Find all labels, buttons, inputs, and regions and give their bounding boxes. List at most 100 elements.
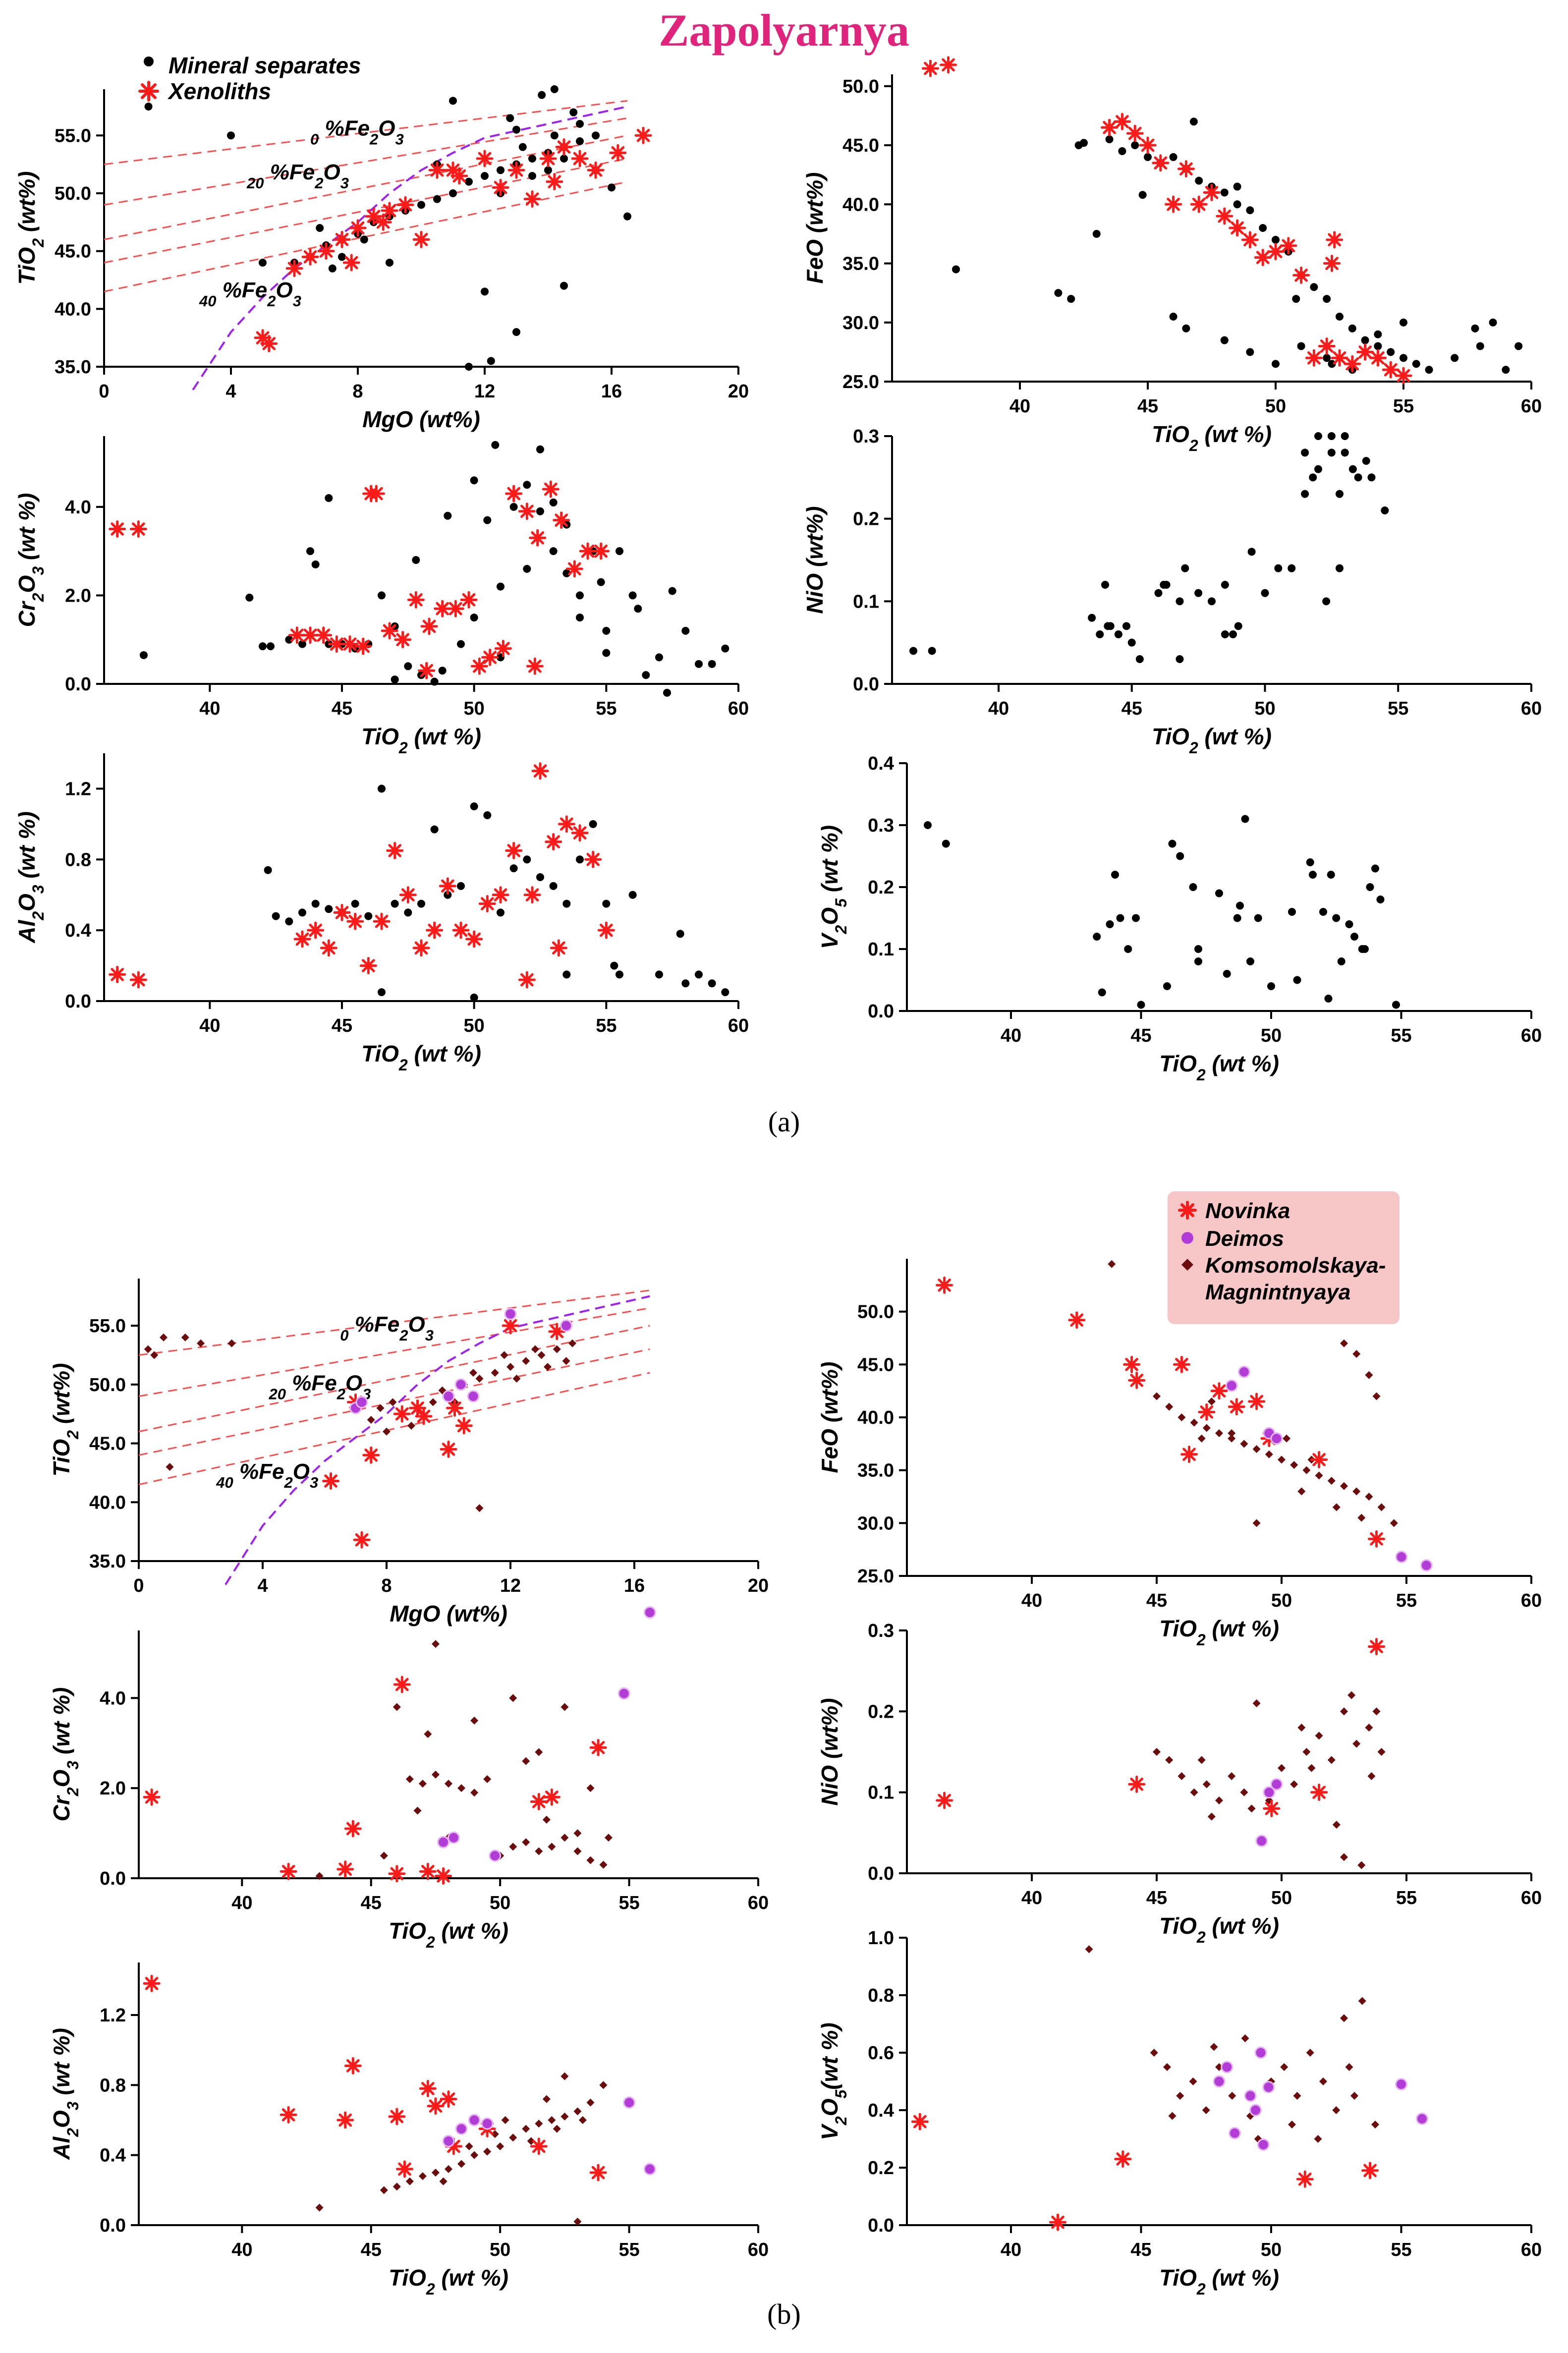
chart-b1-x-tick-label: 0 bbox=[133, 1575, 144, 1596]
chart-a4-point bbox=[1194, 589, 1203, 597]
chart-b1-point bbox=[504, 1307, 517, 1320]
chart-a3-point bbox=[298, 640, 306, 648]
chart-a5-point bbox=[359, 957, 377, 975]
chart-a4-x-tick-label: 40 bbox=[988, 698, 1009, 719]
chart-b3-series-komsomolskaya bbox=[315, 1640, 613, 1880]
chart-b1-point bbox=[150, 1351, 159, 1359]
chart-a3-point bbox=[460, 591, 478, 609]
chart-a1-point bbox=[374, 213, 392, 231]
chart-b2-y-tick-label: 45.0 bbox=[857, 1354, 894, 1375]
chart-a3-series-xenolith bbox=[109, 480, 610, 679]
chart-a2: 40 45 50 55 60 25.0 30.0 35.0 40.0 45.0 50.0 TiO2 (… bbox=[802, 56, 1542, 454]
chart-b5-x-tick-label: 50 bbox=[490, 2240, 510, 2260]
chart-b3-point bbox=[535, 1748, 543, 1756]
chart-a3-point bbox=[306, 547, 314, 556]
chart-a2-point bbox=[1489, 318, 1497, 327]
chart-a5-point bbox=[478, 895, 496, 913]
chart-a1-point bbox=[481, 172, 489, 180]
chart-b5-point bbox=[599, 2081, 608, 2089]
chart-b3-y-tick-label: 0.0 bbox=[100, 1868, 126, 1889]
legend-b-komsomolskaya-label-2: Magnintnyaya bbox=[1205, 1280, 1350, 1304]
chart-a4-point bbox=[1309, 473, 1317, 482]
chart-a1-point bbox=[360, 235, 368, 244]
chart-b6-point bbox=[1288, 2121, 1296, 2129]
chart-a4-point bbox=[1314, 432, 1322, 440]
chart-b1-point bbox=[197, 1339, 205, 1347]
chart-b5-series-novinka bbox=[143, 1974, 607, 2182]
chart-a6-y-tick-label: 0.4 bbox=[868, 753, 894, 774]
chart-a5-point bbox=[470, 993, 478, 1002]
chart-a5-point bbox=[545, 833, 562, 851]
chart-b6-series-komsomolskaya bbox=[1085, 1945, 1379, 2143]
chart-b5-point bbox=[542, 2095, 551, 2103]
chart-b6-point bbox=[1189, 2077, 1197, 2085]
chart-a2-point bbox=[1323, 295, 1331, 303]
chart-a1-x-tick-label: 20 bbox=[728, 381, 749, 402]
chart-a2-series-xenolith bbox=[921, 56, 1412, 385]
chart-a4-point bbox=[1301, 490, 1309, 498]
chart-b3-point bbox=[447, 1831, 460, 1844]
chart-a2-point bbox=[1331, 349, 1348, 367]
chart-a6-y-tick-label: 0.1 bbox=[868, 939, 894, 960]
chart-b2-point bbox=[1240, 1440, 1248, 1448]
chart-a4-y-tick-label: 0.1 bbox=[853, 591, 879, 612]
chart-a3-point bbox=[616, 547, 623, 556]
chart-a3-point bbox=[325, 494, 333, 502]
chart-a1-point bbox=[507, 161, 525, 179]
chart-b2-point bbox=[1390, 1519, 1398, 1527]
chart-a1-point bbox=[144, 103, 153, 111]
chart-b5-point bbox=[427, 2097, 445, 2115]
chart-b5-y-tick-label: 0.0 bbox=[100, 2215, 126, 2236]
chart-a5-point bbox=[444, 891, 452, 899]
chart-a4-point bbox=[1314, 465, 1322, 473]
chart-a5-point bbox=[412, 939, 430, 957]
chart-a3-x-tick-label: 50 bbox=[464, 698, 485, 719]
chart-a5-point bbox=[681, 979, 690, 988]
chart-a5-point bbox=[549, 882, 558, 890]
chart-a1-point bbox=[539, 150, 557, 168]
chart-b4-y-label: NiO (wt%) bbox=[817, 1698, 842, 1805]
chart-b1-y-label: TiO2 (wt%) bbox=[49, 1363, 82, 1476]
chart-b5-point bbox=[380, 2186, 388, 2194]
chart-a2-point bbox=[1169, 153, 1177, 161]
chart-a4-point bbox=[1327, 448, 1336, 457]
chart-b1-point bbox=[455, 1417, 473, 1435]
chart-b6-x-tick-label: 40 bbox=[1001, 2240, 1021, 2260]
chart-a4: 40 45 50 55 60 0.0 0.1 0.2 0.3 TiO2 (wt %) NiO (wt… bbox=[802, 426, 1542, 757]
chart-a6-point bbox=[1337, 957, 1345, 965]
chart-b6-y-tick-label: 0.8 bbox=[868, 1985, 894, 2006]
chart-a3-x-tick-label: 40 bbox=[199, 698, 220, 719]
chart-b6-point bbox=[1163, 2063, 1171, 2071]
chart-b4-point bbox=[1367, 1772, 1376, 1780]
chart-b6-point bbox=[1306, 2049, 1314, 2057]
chart-a3-point bbox=[470, 476, 478, 485]
chart-b3-point bbox=[509, 1843, 517, 1851]
chart-a5-point bbox=[550, 939, 567, 957]
chart-b3-point bbox=[522, 1838, 530, 1847]
chart-a3-point bbox=[407, 591, 425, 609]
chart-a1-point bbox=[396, 196, 414, 214]
chart-a4-point bbox=[1127, 638, 1136, 647]
chart-a3-y-tick-label: 2.0 bbox=[65, 585, 91, 606]
chart-b3-point bbox=[457, 1784, 466, 1793]
chart-b2-y-tick-label: 30.0 bbox=[857, 1513, 894, 1534]
chart-b1-point bbox=[548, 1323, 566, 1341]
chart-a5-point bbox=[589, 820, 597, 828]
chart-a3-point bbox=[481, 648, 499, 666]
chart-a5-point bbox=[523, 886, 541, 904]
chart-a5-point bbox=[109, 965, 126, 983]
legend-b-komsomolskaya-label-1: Komsomolskaya- bbox=[1205, 1253, 1386, 1278]
chart-b4-y-tick-label: 0.1 bbox=[868, 1783, 894, 1803]
chart-a2-point bbox=[1241, 231, 1259, 249]
chart-a5-point bbox=[536, 873, 544, 881]
chart-a2-point bbox=[1514, 342, 1523, 350]
chart-a3-point bbox=[457, 640, 465, 648]
chart-a1-y-label: TiO2 (wt%) bbox=[14, 171, 47, 284]
chart-a3-x-tick-label: 45 bbox=[332, 698, 352, 719]
chart-b1-point bbox=[560, 1319, 572, 1332]
chart-a1-y-tick-label: 35.0 bbox=[55, 357, 91, 378]
chart-a5-point bbox=[558, 815, 575, 833]
chart-b1-fe2o3-curve bbox=[224, 1295, 650, 1585]
chart-b5-x-label: TiO2 (wt %) bbox=[389, 2265, 508, 2298]
chart-a3-point bbox=[418, 662, 436, 679]
